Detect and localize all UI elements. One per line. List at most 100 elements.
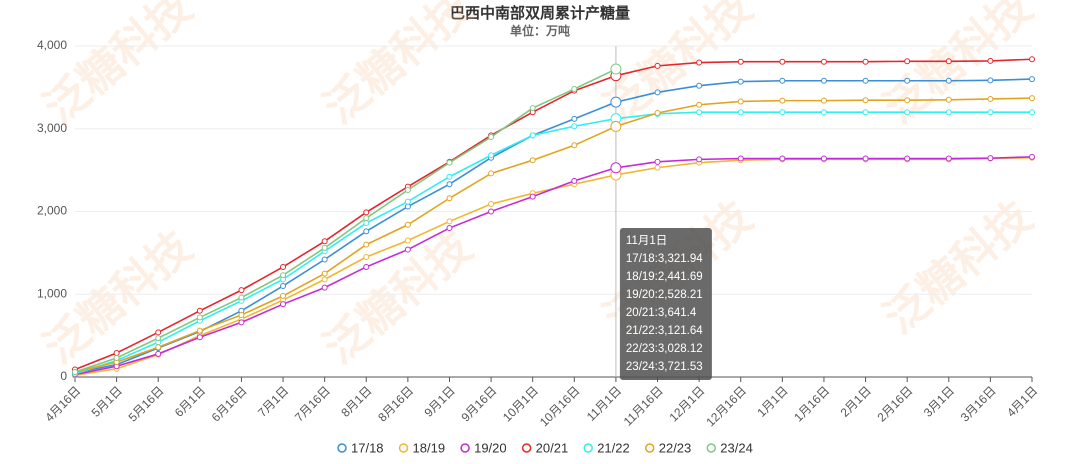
data-point [446,159,453,166]
data-point [196,327,203,334]
legend-label: 22/23 [659,440,692,455]
data-point [862,58,869,65]
y-tick-label: 0 [60,369,67,383]
data-point [696,109,703,116]
data-point [654,62,661,69]
data-point [155,335,162,342]
data-point [363,215,370,222]
data-point [779,77,786,84]
data-point [610,162,622,174]
tooltip-line: 19/20:2,528.21 [626,289,703,301]
data-point [321,238,328,245]
data-point [446,173,453,180]
data-point [363,209,370,216]
data-point [238,287,245,294]
data-point [529,105,536,112]
legend-marker [644,443,655,453]
data-point [1029,95,1035,102]
data-point [779,97,786,104]
data-point [280,301,287,308]
x-tick-label: 9月16日 [458,383,499,424]
data-point [571,142,578,149]
data-point [363,220,370,227]
data-point [155,344,162,351]
data-point [238,294,245,301]
data-point [696,101,703,108]
data-point [113,350,120,357]
data-point [945,96,952,103]
x-tick-label: 10月1日 [500,383,541,424]
data-point [155,350,162,357]
data-point [779,155,786,162]
x-tick-label: 8月16日 [375,383,416,424]
x-tick-label: 6月1日 [172,383,208,419]
x-tick-label: 4月16日 [42,383,83,424]
data-point [363,254,370,261]
data-point [404,186,411,193]
data-point [987,109,994,116]
y-tick-label: 4,000 [37,38,67,52]
data-point [945,77,952,84]
data-point [820,109,827,116]
data-point [113,354,120,361]
data-point [321,284,328,291]
legend-marker [521,443,532,453]
tooltip: 11月1日 17/18:3,321.94 18/19:2,441.69 19/20:2… [619,228,712,380]
legend-label: 20/21 [536,440,569,455]
x-tick-label: 7月16日 [292,383,333,424]
data-point [737,109,744,116]
data-point [529,193,536,200]
data-point [404,237,411,244]
data-point [862,97,869,104]
data-point [945,58,952,65]
data-point [446,181,453,188]
data-point [904,58,911,65]
data-point [488,201,495,208]
x-tick-label: 11月1日 [584,383,624,423]
data-point [196,314,203,321]
data-point [404,221,411,228]
data-point [1029,56,1035,63]
data-point [820,77,827,84]
legend-label: 21/22 [597,440,630,455]
x-tick-label: 11月16日 [621,383,666,428]
data-point [779,58,786,65]
data-point [987,95,994,102]
data-point [904,77,911,84]
legend-label: 18/19 [413,440,446,455]
data-point [737,98,744,105]
x-tick-label: 8月1日 [338,383,374,419]
data-point [696,82,703,89]
y-tick-label: 2,000 [37,204,67,218]
data-point [488,152,495,159]
data-point [610,96,622,108]
data-point [737,78,744,85]
data-point [945,109,952,116]
legend-marker [583,443,593,453]
data-point [737,155,744,162]
x-tick-label: 2月1日 [838,383,874,419]
data-point [196,334,203,341]
data-point [1029,153,1035,160]
y-tick-label: 1,000 [37,286,67,300]
data-point [820,97,827,104]
x-tick-label: 9月1日 [422,383,458,419]
series-line [74,58,1033,371]
data-point [280,272,287,279]
x-tick-label: 1月1日 [754,383,790,419]
data-point [238,311,245,318]
watermark: 泛糖科技 [875,0,1041,133]
series-line [74,97,1033,373]
data-point [321,244,328,251]
data-point [529,132,536,139]
data-point [904,109,911,116]
tooltip-box [619,228,712,380]
data-point [404,246,411,253]
legend: 17/18 18/19 19/20 20/21 21/22 22/23 23/24 [337,440,753,455]
x-tick-label: 12月16日 [703,383,749,429]
data-point [820,155,827,162]
data-point [1029,109,1035,116]
data-point [280,263,287,270]
legend-marker [337,443,347,453]
